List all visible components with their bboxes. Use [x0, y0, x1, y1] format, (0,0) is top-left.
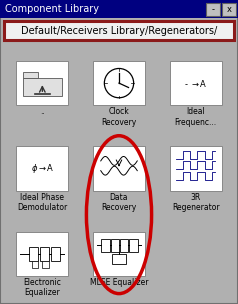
Text: 3R
Regenerator: 3R Regenerator	[172, 193, 219, 212]
Text: Data
Recovery: Data Recovery	[101, 193, 137, 212]
Text: Default/Receivers Library/Regenerators/: Default/Receivers Library/Regenerators/	[21, 26, 217, 36]
Text: Ideal
Frequenc...: Ideal Frequenc...	[175, 107, 217, 127]
Bar	[32, 261, 38, 268]
Text: ..: ..	[40, 107, 45, 116]
Text: x: x	[227, 5, 232, 15]
Bar	[16, 61, 68, 105]
Bar	[206, 3, 220, 16]
Bar	[112, 254, 126, 264]
Bar	[42, 261, 49, 268]
Bar	[16, 232, 68, 276]
Bar	[16, 146, 68, 191]
Bar	[40, 247, 49, 261]
Bar	[111, 239, 119, 252]
Bar	[129, 239, 138, 252]
Text: - $\rightarrow$A: - $\rightarrow$A	[184, 78, 208, 89]
Bar	[170, 61, 222, 105]
Bar	[101, 239, 110, 252]
Bar	[23, 78, 62, 96]
Bar	[222, 3, 236, 16]
Bar	[51, 247, 60, 261]
Bar	[120, 239, 128, 252]
Text: -: -	[212, 5, 214, 15]
Bar	[93, 146, 145, 191]
Bar	[93, 61, 145, 105]
Bar	[4, 21, 234, 40]
Text: $\phi\rightarrow$A: $\phi\rightarrow$A	[31, 162, 54, 175]
Bar	[93, 232, 145, 276]
Bar	[0, 0, 238, 18]
Text: MLSE Equalizer: MLSE Equalizer	[90, 278, 148, 287]
Text: Clock
Recovery: Clock Recovery	[101, 107, 137, 127]
Bar	[23, 72, 38, 78]
Text: Electronic
Equalizer: Electronic Equalizer	[23, 278, 61, 297]
Text: Ideal Phase
Demodulator: Ideal Phase Demodulator	[17, 193, 67, 212]
Bar	[29, 247, 38, 261]
Bar	[170, 146, 222, 191]
Text: Component Library: Component Library	[5, 4, 99, 14]
